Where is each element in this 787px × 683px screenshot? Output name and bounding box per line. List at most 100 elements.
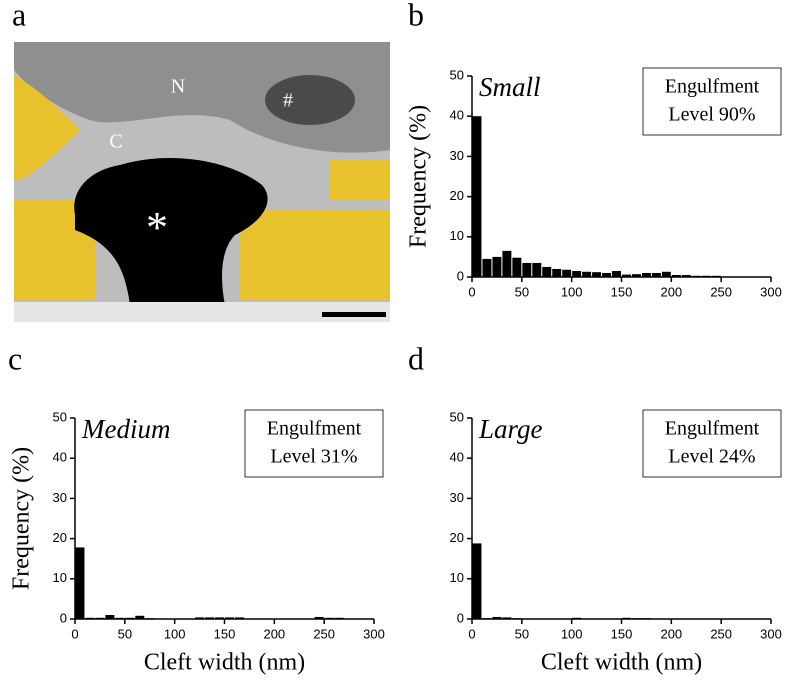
- bar: [195, 617, 205, 619]
- bar: [602, 272, 612, 277]
- y-axis-title: Frequency (%): [9, 447, 35, 590]
- x-tick-label: 250: [710, 284, 732, 299]
- group-label: Small: [479, 72, 541, 102]
- y-tick-label: 10: [450, 228, 464, 243]
- panel-label: a: [12, 0, 26, 32]
- bar: [522, 262, 532, 277]
- y-tick-label: 40: [450, 450, 464, 465]
- x-tick-label: 300: [363, 626, 385, 641]
- x-tick-label: 100: [164, 626, 186, 641]
- nucleolus: [265, 75, 355, 125]
- x-tick-label: 0: [468, 284, 475, 299]
- note-text: Engulfment: [665, 418, 760, 440]
- bar: [651, 272, 661, 277]
- bar: [622, 274, 631, 277]
- micrograph-label: #: [283, 90, 293, 112]
- y-tick-label: 30: [450, 490, 464, 505]
- y-tick-label: 20: [450, 188, 464, 203]
- x-tick-label: 100: [561, 626, 583, 641]
- bar: [482, 258, 492, 277]
- note-text: Level 90%: [668, 104, 755, 126]
- bar: [205, 617, 215, 619]
- note-text: Level 24%: [668, 446, 755, 468]
- x-tick-label: 300: [760, 284, 782, 299]
- x-tick-label: 0: [71, 626, 78, 641]
- y-tick-label: 40: [450, 108, 464, 123]
- particle: [74, 157, 268, 305]
- x-axis-title: Cleft width (nm): [541, 650, 702, 676]
- y-tick-label: 20: [450, 530, 464, 545]
- y-tick-label: 0: [457, 268, 464, 283]
- x-tick-label: 150: [214, 626, 236, 641]
- bar: [234, 617, 244, 619]
- bar: [582, 271, 592, 277]
- y-tick-label: 0: [457, 610, 464, 625]
- bar: [631, 274, 641, 277]
- bar: [562, 269, 572, 277]
- bar: [314, 616, 324, 619]
- bar: [135, 615, 145, 619]
- bar: [552, 268, 562, 277]
- y-tick-label: 50: [450, 409, 464, 424]
- panel-label: b: [408, 0, 424, 32]
- bar: [592, 272, 602, 277]
- panel-label: d: [408, 340, 424, 376]
- bar: [105, 614, 115, 619]
- y-axis-title: Frequency (%): [406, 105, 432, 248]
- micrograph: N # C *: [14, 42, 390, 322]
- panel-label: c: [8, 340, 22, 376]
- group-label: Medium: [81, 414, 170, 444]
- y-tick-label: 20: [53, 530, 67, 545]
- x-tick-label: 200: [263, 626, 285, 641]
- x-tick-label: 250: [313, 626, 335, 641]
- note-box: [244, 409, 384, 478]
- y-tick-label: 50: [53, 409, 67, 424]
- note-box: [642, 409, 782, 478]
- bar: [512, 257, 522, 277]
- bar: [225, 617, 234, 619]
- bar: [532, 262, 542, 277]
- bar: [681, 274, 691, 277]
- bar: [542, 266, 552, 277]
- note-text: Engulfment: [665, 76, 760, 98]
- bar: [661, 271, 671, 277]
- bar: [671, 274, 681, 277]
- group-label: Large: [478, 414, 543, 444]
- note-text: Engulfment: [267, 418, 362, 440]
- scale-bar: [322, 312, 386, 317]
- y-tick-label: 50: [450, 67, 464, 82]
- cell-region: [14, 42, 390, 153]
- x-tick-label: 50: [515, 284, 529, 299]
- y-tick-label: 0: [60, 610, 67, 625]
- x-tick-label: 0: [468, 626, 475, 641]
- micrograph-label: N: [171, 76, 185, 98]
- x-tick-label: 150: [611, 626, 633, 641]
- x-tick-label: 200: [660, 626, 682, 641]
- bar: [492, 616, 502, 619]
- resin-region: [14, 75, 390, 300]
- y-tick-label: 10: [53, 570, 67, 585]
- x-tick-label: 50: [515, 626, 529, 641]
- x-axis-title: Cleft width (nm): [144, 650, 305, 676]
- y-tick-label: 30: [450, 148, 464, 163]
- x-tick-label: 150: [611, 284, 633, 299]
- micrograph-label: *: [146, 203, 168, 252]
- x-tick-label: 200: [660, 284, 682, 299]
- bar: [75, 547, 85, 619]
- bar: [641, 272, 651, 277]
- note-text: Level 31%: [270, 446, 357, 468]
- bar: [502, 617, 512, 619]
- x-tick-label: 250: [710, 626, 732, 641]
- bar: [502, 250, 512, 277]
- bar: [472, 116, 482, 277]
- y-tick-label: 10: [450, 570, 464, 585]
- x-tick-label: 300: [760, 626, 782, 641]
- y-tick-label: 40: [53, 450, 67, 465]
- bar: [472, 543, 482, 619]
- note-box: [642, 67, 782, 136]
- x-tick-label: 100: [561, 284, 583, 299]
- bar: [492, 256, 502, 277]
- bar: [612, 270, 621, 277]
